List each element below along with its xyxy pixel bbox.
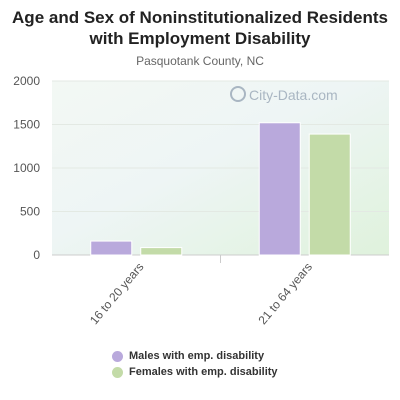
x-tick-label: 21 to 64 years (255, 260, 315, 327)
y-tick-label: 1000 (13, 161, 40, 175)
legend-label-males: Males with emp. disability (129, 350, 265, 362)
legend: Males with emp. disability Females with … (112, 348, 278, 380)
bar-females-0 (140, 247, 183, 256)
watermark: City-Data.com (230, 86, 338, 103)
bar-females-1 (308, 133, 351, 256)
y-tick-label: 500 (20, 205, 40, 219)
y-tick-label: 2000 (13, 74, 40, 88)
chart-title: Age and Sex of Noninstitutionalized Resi… (12, 8, 388, 48)
watermark-text: City-Data.com (249, 87, 338, 103)
legend-label-females: Females with emp. disability (129, 366, 278, 378)
y-tick-label: 0 (33, 248, 40, 262)
legend-swatch-males (112, 350, 123, 362)
bar-males-1 (258, 122, 301, 256)
y-tick-label: 1500 (13, 118, 40, 132)
legend-item-females: Females with emp. disability (112, 364, 278, 380)
magnifier-icon (230, 86, 246, 102)
legend-swatch-females (112, 366, 123, 378)
x-tick-label: 16 to 20 years (87, 260, 147, 327)
bar-males-0 (90, 240, 133, 256)
legend-item-males: Males with emp. disability (112, 348, 278, 364)
chart-subtitle: Pasquotank County, NC (136, 54, 264, 68)
